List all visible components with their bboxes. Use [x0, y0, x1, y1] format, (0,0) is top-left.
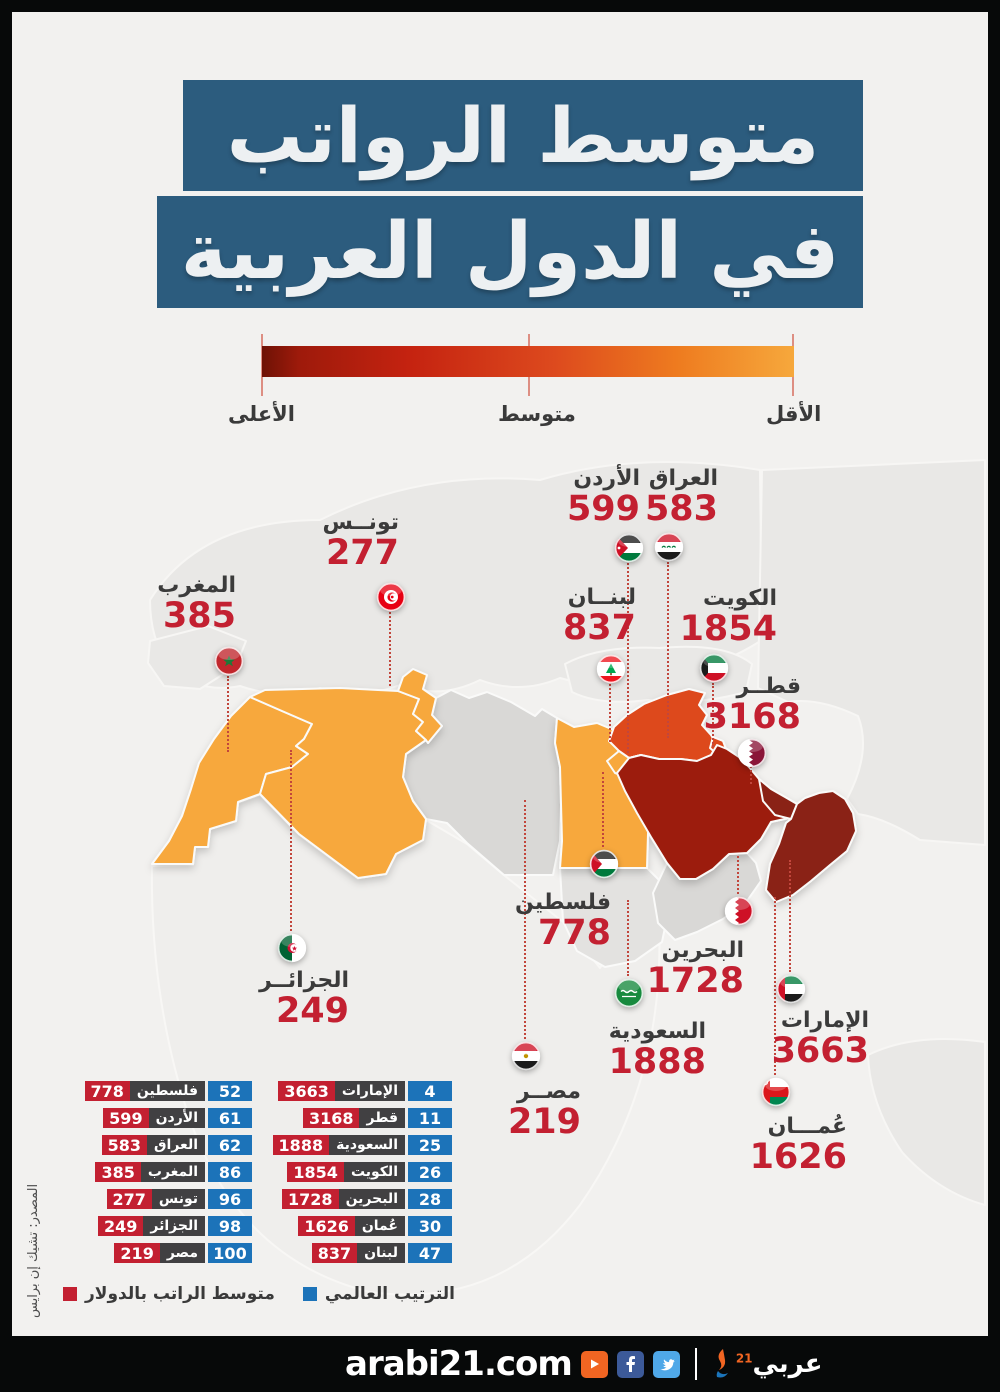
- country-label-uae: الإمارات 3663: [771, 1008, 869, 1071]
- ranking-table-right-column: 3663 الإمارات 4 3168 قطر 11 1888 السعودية 25 1…: [272, 1081, 452, 1263]
- table-row: 1728 البحرين 28: [282, 1189, 452, 1209]
- ranked-countries: [151, 668, 857, 903]
- flame-icon: [716, 1349, 728, 1378]
- flag-oman-icon: [761, 1077, 791, 1107]
- legend-item-salary: متوسط الراتب بالدولار: [63, 1284, 275, 1304]
- flag-lebanon-icon: [596, 654, 626, 684]
- scale-label-mid: متوسط: [498, 402, 576, 426]
- youtube-icon[interactable]: [580, 1350, 608, 1378]
- table-row: 3168 قطر 11: [302, 1108, 452, 1128]
- connector-tunisia: [389, 612, 391, 686]
- title-line1: متوسط الرواتب: [183, 80, 863, 191]
- connector-lebanon: [609, 684, 611, 742]
- table-row: 837 لبنان 47: [311, 1243, 452, 1263]
- connector-palestine: [602, 772, 604, 847]
- legend: الترتيب العالمي متوسط الراتب بالدولار: [63, 1284, 455, 1304]
- site-link[interactable]: arabi21.com: [345, 1344, 573, 1384]
- table-row: 385 المغرب 86: [95, 1162, 252, 1182]
- flag-saudi-arabia-icon: [614, 978, 644, 1008]
- connector-qatar: [750, 766, 752, 784]
- connector-bahrain: [737, 856, 739, 894]
- country-label-saudi: السعودية 1888: [608, 1019, 706, 1082]
- connector-algeria: [290, 750, 292, 931]
- flag-kuwait-icon: [699, 653, 729, 683]
- flag-qatar-icon: [737, 738, 767, 768]
- country-label-oman: عُمـــان 1626: [749, 1114, 847, 1177]
- table-row: 219 مصر 100: [114, 1243, 252, 1263]
- flag-jordan-icon: [614, 533, 644, 563]
- country-label-palestine: فلسطين 778: [515, 890, 611, 953]
- table-row: 778 فلسطين 52: [84, 1081, 252, 1101]
- map-oman[interactable]: [765, 790, 857, 903]
- flag-palestine-icon: [589, 849, 619, 879]
- country-label-qatar: قطــر 3168: [703, 674, 801, 737]
- country-label-jordan: الأردن 599: [566, 466, 640, 529]
- country-label-bahrain: البحرين 1728: [646, 938, 744, 1001]
- flag-algeria-icon: [277, 933, 307, 963]
- country-label-egypt: مصــر 219: [507, 1079, 581, 1142]
- connector-morocco: [227, 676, 229, 752]
- country-label-algeria: الجزائــر 249: [259, 968, 349, 1031]
- table-row: 1888 السعودية 25: [272, 1135, 452, 1155]
- connector-saudi: [627, 900, 629, 976]
- scale-label-low: الأقل: [766, 402, 822, 426]
- non-ranked-countries: [402, 689, 762, 968]
- country-label-morocco: المغرب 385: [157, 573, 236, 636]
- twitter-icon[interactable]: [652, 1350, 680, 1378]
- flag-bahrain-icon: [724, 896, 754, 926]
- brand-text: عربي21: [735, 1349, 823, 1379]
- flag-uae-icon: [776, 974, 806, 1004]
- table-row: 249 الجزائر 98: [97, 1216, 252, 1236]
- connector-kuwait: [712, 683, 714, 747]
- country-label-iraq: العراق 583: [644, 466, 718, 529]
- legend-item-rank: الترتيب العالمي: [302, 1284, 455, 1304]
- table-row: 1626 عُمان 30: [298, 1216, 452, 1236]
- connector-uae: [789, 860, 791, 972]
- footer-divider: [694, 1348, 697, 1380]
- arabi21-logo[interactable]: عربي21: [712, 1349, 823, 1379]
- background-continents: [147, 459, 986, 1206]
- scale-label-high: الأعلى: [228, 402, 295, 426]
- salary-gradient-scale: [262, 346, 794, 377]
- table-row: 583 العراق 62: [101, 1135, 252, 1155]
- flag-iraq-icon: [654, 532, 684, 562]
- flag-egypt-icon: [511, 1041, 541, 1071]
- map-tunisia[interactable]: [397, 668, 443, 744]
- table-row: 599 الأردن 61: [103, 1108, 252, 1128]
- connector-egypt: [524, 800, 526, 1039]
- country-label-lebanon: لبنــان 837: [562, 585, 636, 648]
- facebook-icon[interactable]: [616, 1350, 644, 1378]
- title-line2: في الدول العربية: [157, 196, 863, 308]
- connector-jordan: [627, 563, 629, 753]
- map-sudan: [559, 867, 670, 968]
- source-credit: المصدر: تشيك إن برايس: [26, 1183, 41, 1318]
- flag-morocco-icon: [214, 646, 244, 676]
- connector-oman: [774, 897, 776, 1075]
- footer-bar: arabi21.com عربي21: [0, 1336, 1000, 1392]
- connector-iraq: [667, 562, 669, 738]
- table-row: 3663 الإمارات 4: [278, 1081, 452, 1101]
- flag-tunisia-icon: [376, 582, 406, 612]
- table-row: 277 تونس 96: [106, 1189, 252, 1209]
- country-label-kuwait: الكويت 1854: [679, 586, 777, 649]
- country-label-tunisia: تونــس 277: [322, 510, 399, 573]
- table-row: 1854 الكويت 26: [287, 1162, 452, 1182]
- red-square-icon: [63, 1287, 77, 1301]
- blue-square-icon: [302, 1287, 317, 1301]
- ranking-table-left-column: 778 فلسطين 52 599 الأردن 61 583 العراق 62 385 ا…: [84, 1081, 252, 1263]
